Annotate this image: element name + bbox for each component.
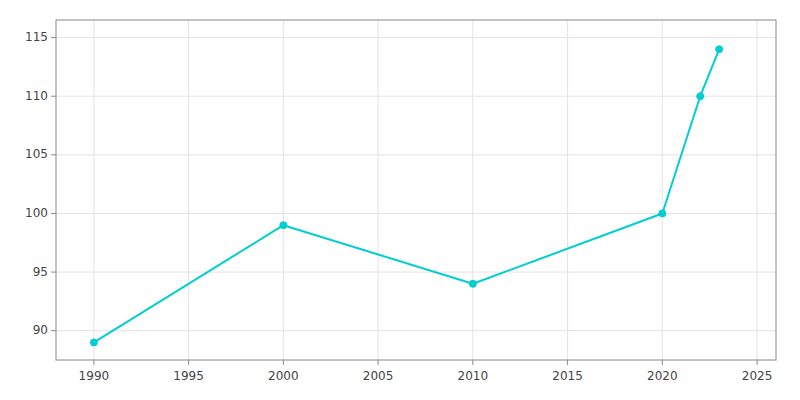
x-tick-label: 2025 <box>742 369 773 383</box>
y-tick <box>51 96 56 97</box>
x-tick-label: 1990 <box>79 369 110 383</box>
y-tick <box>51 213 56 214</box>
x-tick <box>188 360 189 365</box>
point <box>469 280 476 287</box>
y-grid-line <box>56 37 776 38</box>
x-tick <box>93 360 94 365</box>
x-tick-label: 2000 <box>268 369 299 383</box>
axes: 90 95 100 105 110 115 1990 1995 2000 2005 2010 2015… <box>25 20 776 383</box>
point <box>716 46 723 53</box>
point <box>280 222 287 229</box>
y-tick <box>51 154 56 155</box>
x-tick-label: 2020 <box>647 369 678 383</box>
x-tick-label: 2010 <box>458 369 489 383</box>
x-grid-line <box>378 20 379 360</box>
x-grid-line <box>757 20 758 360</box>
x-grid-line <box>93 20 94 360</box>
point <box>659 210 666 217</box>
x-grid-line <box>662 20 663 360</box>
y-tick <box>51 37 56 38</box>
y-grid-line <box>56 213 776 214</box>
x-tick <box>283 360 284 365</box>
chart-container: 90 95 100 105 110 115 1990 1995 2000 2005 2010 2015… <box>0 0 800 400</box>
x-tick <box>567 360 568 365</box>
y-grid-line <box>56 96 776 97</box>
x-tick <box>378 360 379 365</box>
grid <box>56 20 776 360</box>
page: {"chart_data": {"type": "line", "x": [19… <box>0 0 800 400</box>
y-tick-label: 105 <box>25 147 48 161</box>
x-grid-line <box>567 20 568 360</box>
x-tick <box>472 360 473 365</box>
y-tick-label: 100 <box>25 206 48 220</box>
y-tick-label: 90 <box>33 323 48 337</box>
x-tick <box>757 360 758 365</box>
y-grid-line <box>56 272 776 273</box>
chart-svg: 90 95 100 105 110 115 1990 1995 2000 2005 2010 2015… <box>0 0 800 400</box>
x-grid-line <box>283 20 284 360</box>
point <box>90 339 97 346</box>
point <box>697 93 704 100</box>
y-tick <box>51 272 56 273</box>
line <box>94 49 719 342</box>
y-tick-label: 95 <box>33 265 48 279</box>
x-grid-line <box>472 20 473 360</box>
plot-frame <box>56 20 776 360</box>
y-grid-line <box>56 154 776 155</box>
x-grid-line <box>188 20 189 360</box>
x-tick-label: 2005 <box>363 369 394 383</box>
x-tick-label: 2015 <box>552 369 583 383</box>
x-tick-label: 1995 <box>173 369 204 383</box>
y-grid-line <box>56 330 776 331</box>
y-tick-label: 110 <box>25 89 48 103</box>
y-tick <box>51 330 56 331</box>
data-group <box>90 46 722 346</box>
x-tick <box>662 360 663 365</box>
y-tick-label: 115 <box>25 30 48 44</box>
